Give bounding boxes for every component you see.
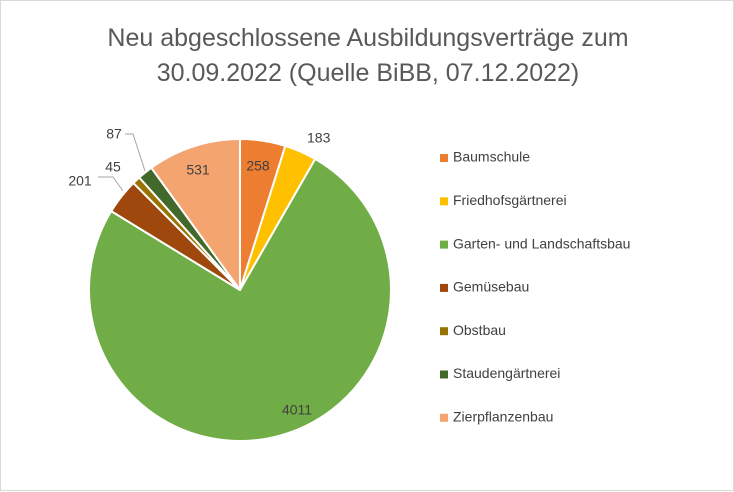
- legend-label: Zierpflanzenbau: [453, 409, 553, 425]
- data-labels: 258 183 4011 201 45 87 531: [68, 126, 330, 418]
- chart-title-line-1: Neu abgeschlossene Ausbildungsverträge z…: [107, 24, 628, 52]
- legend-swatch: [440, 154, 448, 162]
- data-label-zierpflanzenbau: 531: [186, 162, 210, 178]
- legend-label: Obstbau: [453, 322, 506, 338]
- legend-swatch: [440, 240, 448, 249]
- legend-item-friedhofsgaertnerei: Friedhofsgärtnerei: [440, 192, 567, 208]
- legend-item-zierpflanzenbau: Zierpflanzenbau: [440, 409, 553, 425]
- legend-label: Staudengärtnerei: [453, 365, 560, 381]
- leader-line-gemuesebau: [98, 176, 124, 192]
- legend-swatch: [440, 283, 448, 292]
- data-label-garten-und-landschaftsbau: 4011: [282, 402, 312, 418]
- legend-label: Gemüsebau: [453, 279, 529, 295]
- data-label-friedhofsgaertnerei: 183: [307, 130, 331, 146]
- leader-lines: [98, 133, 146, 192]
- legend-item-staudengaertnerei: Staudengärtnerei: [440, 365, 560, 381]
- legend-label: Garten- und Landschaftsbau: [453, 235, 630, 251]
- pie-slices: [88, 138, 392, 442]
- legend-label: Friedhofsgärtnerei: [453, 192, 567, 208]
- legend: Baumschule Friedhofsgärtnerei Garten- und …: [440, 149, 630, 425]
- legend-item-obstbau: Obstbau: [440, 322, 506, 338]
- legend-item-baumschule: Baumschule: [440, 149, 530, 165]
- chart-title-line-2: 30.09.2022 (Quelle BiBB, 07.12.2022): [157, 59, 580, 87]
- legend-swatch: [440, 413, 448, 422]
- legend-item-gemuesebau: Gemüsebau: [440, 279, 529, 295]
- data-label-baumschule: 258: [246, 158, 270, 174]
- data-label-gemuesebau: 201: [68, 173, 92, 189]
- legend-swatch: [440, 197, 448, 206]
- leader-line-staudengaertnerei: [125, 133, 146, 172]
- pie-slice-zierpflanzenbau: [150, 138, 241, 291]
- legend-label: Baumschule: [453, 149, 530, 165]
- legend-item-garten-und-landschaftsbau: Garten- und Landschaftsbau: [440, 235, 630, 251]
- data-label-staudengaertnerei: 87: [106, 126, 122, 142]
- data-label-obstbau: 45: [105, 159, 121, 175]
- legend-swatch: [440, 370, 448, 379]
- legend-swatch: [440, 327, 448, 336]
- pie-slice-garten-und-landschaftsbau: [88, 158, 392, 442]
